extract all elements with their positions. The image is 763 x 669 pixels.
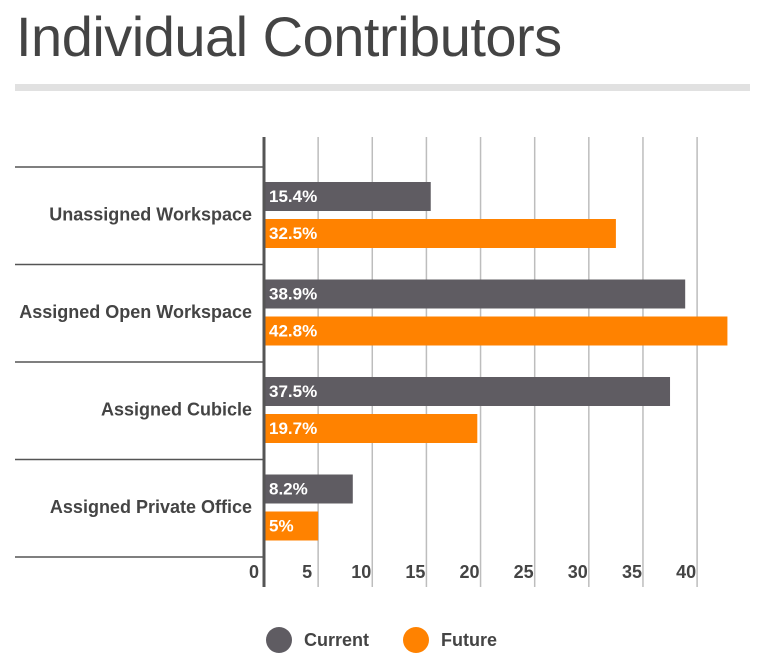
bar-current (264, 377, 671, 406)
x-tick-label: 15 (405, 562, 425, 582)
legend-item-future[interactable]: Future (403, 627, 497, 653)
legend-swatch-current (265, 627, 292, 653)
category-label: Assigned Cubicle (101, 400, 252, 420)
x-tick-label: 40 (676, 562, 696, 582)
bar-current (264, 474, 353, 504)
bar-current (264, 182, 431, 211)
legend-item-current[interactable]: Current (265, 627, 369, 653)
x-tick-label: 30 (568, 562, 588, 582)
data-label-current: 15.4% (269, 187, 317, 206)
x-tick-label: 0 (249, 562, 259, 582)
bar-current (264, 279, 686, 309)
legend-label-current: Current (303, 629, 369, 650)
category-label: Unassigned Workspace (49, 205, 252, 225)
legend-swatch-future (403, 627, 429, 653)
x-tick-label: 5 (302, 562, 312, 582)
data-label-future: 19.7% (269, 419, 317, 438)
bar-chart: Unassigned Workspace 15.4% 32.5% Assigned O… (15, 137, 728, 587)
data-label-future: 42.8% (269, 321, 317, 340)
data-label-current: 37.5% (269, 382, 317, 401)
chart-legend: Current Future (0, 627, 763, 653)
title-divider (15, 84, 750, 91)
x-tick-label: 20 (460, 562, 480, 582)
bar-future (264, 414, 478, 443)
chart-title: Individual Contributors (16, 5, 562, 68)
legend-label-future: Future (441, 629, 497, 650)
x-tick-label: 35 (622, 562, 642, 582)
x-tick-label: 25 (514, 562, 534, 582)
bar-future (264, 511, 319, 541)
data-label-current: 8.2% (269, 479, 308, 498)
data-label-future: 32.5% (269, 224, 317, 243)
category-label: Assigned Open Workspace (19, 302, 252, 322)
x-tick-label: 10 (351, 562, 371, 582)
data-label-current: 38.9% (269, 284, 317, 303)
category-label: Assigned Private Office (50, 497, 252, 517)
bar-future (264, 316, 728, 346)
bar-future (264, 219, 616, 248)
data-label-future: 5% (269, 516, 294, 535)
